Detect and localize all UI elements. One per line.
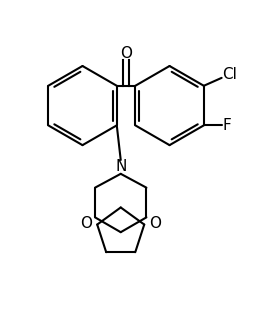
Text: O: O — [149, 216, 161, 231]
Text: Cl: Cl — [223, 67, 238, 83]
Text: N: N — [115, 159, 126, 175]
Text: F: F — [223, 118, 231, 133]
Text: O: O — [120, 46, 132, 60]
Text: O: O — [80, 216, 92, 231]
